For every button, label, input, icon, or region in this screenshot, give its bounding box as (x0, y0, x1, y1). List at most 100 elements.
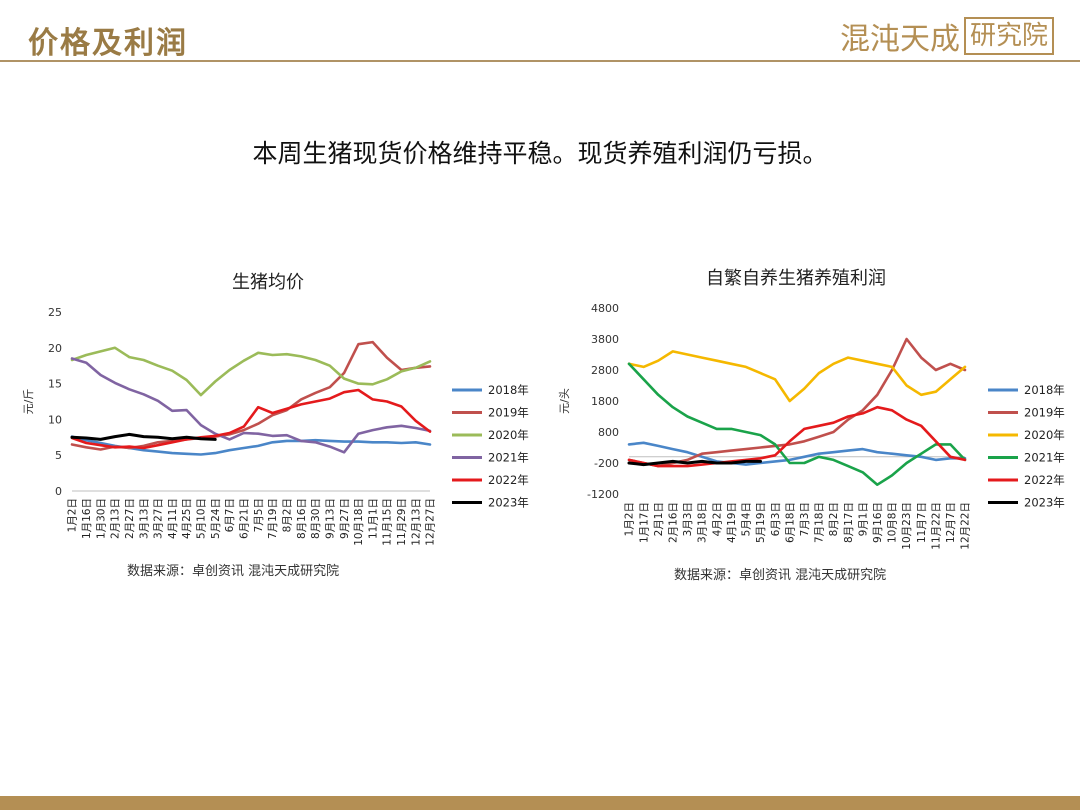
logo-main-text: 混沌天成 (839, 22, 960, 57)
x-tick-label: 8月2日 (828, 502, 840, 536)
x-tick-label: 12月27日 (425, 498, 437, 546)
x-tick-label: 9月1日 (857, 502, 869, 536)
y-tick-label: 0 (55, 485, 62, 498)
x-tick-label: 3月13日 (138, 498, 150, 539)
y-tick-label: -200 (594, 457, 619, 470)
y-tick-label: 15 (48, 378, 62, 391)
x-tick-label: 12月22日 (960, 502, 972, 550)
x-tick-label: 6月7日 (224, 498, 236, 532)
x-tick-label: 4月2日 (711, 502, 723, 536)
series-line (70, 432, 217, 441)
x-tick-label: 7月3日 (799, 502, 811, 536)
chart-right-source: 数据来源：卓创资讯 混沌天成研究院 (674, 568, 887, 583)
y-tick-label: 10 (48, 413, 62, 426)
legend-label: 2022年 (488, 473, 529, 487)
legend-label: 2020年 (1024, 428, 1065, 442)
x-tick-label: 12月7日 (945, 502, 957, 543)
x-tick-label: 6月3日 (770, 502, 782, 536)
x-tick-label: 5月24日 (210, 498, 222, 539)
chart-breeding-profit: -1200 -200 800 1800 2800 3800 4800 元/头 1月2日 1月17日… (558, 302, 1065, 550)
legend-label: 2019年 (488, 406, 529, 420)
legend-label: 2021年 (488, 451, 529, 465)
x-tick-label: 10月8日 (887, 502, 899, 543)
legend-label: 2018年 (1024, 383, 1065, 397)
y-tick-label: 800 (598, 426, 619, 439)
x-tick-label: 11月22日 (930, 502, 942, 550)
x-tick-label: 9月16日 (872, 502, 884, 543)
chart-hog-price: 0 5 10 15 20 25 元/斤 1月2日 1月16日 1月30日 2月13日 2月27日 3月1… (22, 306, 529, 546)
y-tick-label: 4800 (591, 302, 619, 315)
x-tick-label: 11月15日 (382, 498, 394, 546)
series-line (627, 337, 967, 468)
x-tick-label: 10月23日 (901, 502, 913, 550)
x-tick-label: 1月17日 (638, 502, 650, 543)
x-tick-label: 1月2日 (624, 502, 636, 536)
legend-label: 2021年 (1024, 451, 1065, 465)
legend-label: 2023年 (1024, 496, 1065, 510)
x-tick-label: 7月19日 (267, 498, 279, 539)
page-title: 价格及利润 (28, 26, 188, 61)
x-tick-label: 4月19日 (726, 502, 738, 543)
x-tick-label: 5月10日 (196, 498, 208, 539)
logo-boxed-text: 研究院 (963, 17, 1054, 55)
x-tick-label: 2月1日 (653, 502, 665, 536)
x-tick-label: 8月16日 (296, 498, 308, 539)
x-tick-label: 1月30日 (95, 498, 107, 539)
series-line (627, 350, 967, 403)
series-line (627, 405, 967, 468)
x-tick-label: 6月21日 (239, 498, 251, 539)
x-tick-label: 2月27日 (124, 498, 136, 539)
legend-label: 2018年 (488, 383, 529, 397)
y-tick-label: -1200 (587, 488, 619, 501)
x-tick-label: 4月25日 (181, 498, 193, 539)
x-tick-label: 7月18日 (814, 502, 826, 543)
x-tick-label: 1月2日 (67, 498, 79, 532)
chart-right-title: 自繁自养生猪养殖利润 (706, 268, 886, 289)
y-tick-label: 25 (48, 306, 62, 319)
legend-label: 2023年 (488, 496, 529, 510)
x-tick-label: 8月17日 (843, 502, 855, 543)
legend-label: 2020年 (488, 428, 529, 442)
series-line (627, 459, 762, 467)
x-tick-label: 2月13日 (110, 498, 122, 539)
chart-left-source: 数据来源：卓创资讯 混沌天成研究院 (127, 564, 340, 579)
y-tick-label: 3800 (591, 333, 619, 346)
header-divider (0, 60, 1080, 62)
chart-left-title: 生猪均价 (232, 272, 304, 293)
y-tick-label: 2800 (591, 364, 619, 377)
x-tick-label: 3月3日 (682, 502, 694, 536)
x-tick-label: 1月16日 (81, 498, 93, 539)
y-tick-label: 5 (55, 449, 62, 462)
x-tick-label: 5月4日 (741, 502, 753, 536)
x-tick-label: 10月18日 (353, 498, 365, 546)
series-line (70, 357, 432, 454)
x-tick-label: 4月11日 (167, 498, 179, 539)
legend-label: 2019年 (1024, 406, 1065, 420)
slide-subtitle: 本周生猪现货价格维持平稳。现货养殖利润仍亏损。 (252, 139, 828, 168)
legend-label: 2022年 (1024, 473, 1065, 487)
y-axis-label: 元/头 (558, 388, 571, 414)
x-tick-label: 8月2日 (281, 498, 293, 532)
series-line (70, 388, 432, 450)
x-tick-label: 12月13日 (410, 498, 422, 546)
x-tick-label: 8月30日 (310, 498, 322, 539)
x-tick-label: 3月27日 (153, 498, 165, 539)
x-tick-label: 5月19日 (755, 502, 767, 543)
x-tick-label: 9月27日 (339, 498, 351, 539)
x-tick-label: 11月29日 (396, 498, 408, 546)
series-line (627, 441, 967, 466)
x-tick-label: 9月13日 (324, 498, 336, 539)
x-tick-label: 6月18日 (784, 502, 796, 543)
series-line (70, 346, 432, 397)
x-tick-label: 11月7日 (916, 502, 928, 543)
footer-bar (0, 796, 1080, 810)
y-axis-label: 元/斤 (22, 389, 35, 415)
y-tick-label: 20 (48, 342, 62, 355)
x-tick-label: 7月5日 (253, 498, 265, 532)
x-tick-label: 3月18日 (697, 502, 709, 543)
y-tick-label: 1800 (591, 395, 619, 408)
series-line (627, 362, 967, 486)
x-tick-label: 2月16日 (668, 502, 680, 543)
x-tick-label: 11月1日 (367, 498, 379, 539)
brand-logo: 混沌天成 研究院 (840, 14, 1054, 58)
